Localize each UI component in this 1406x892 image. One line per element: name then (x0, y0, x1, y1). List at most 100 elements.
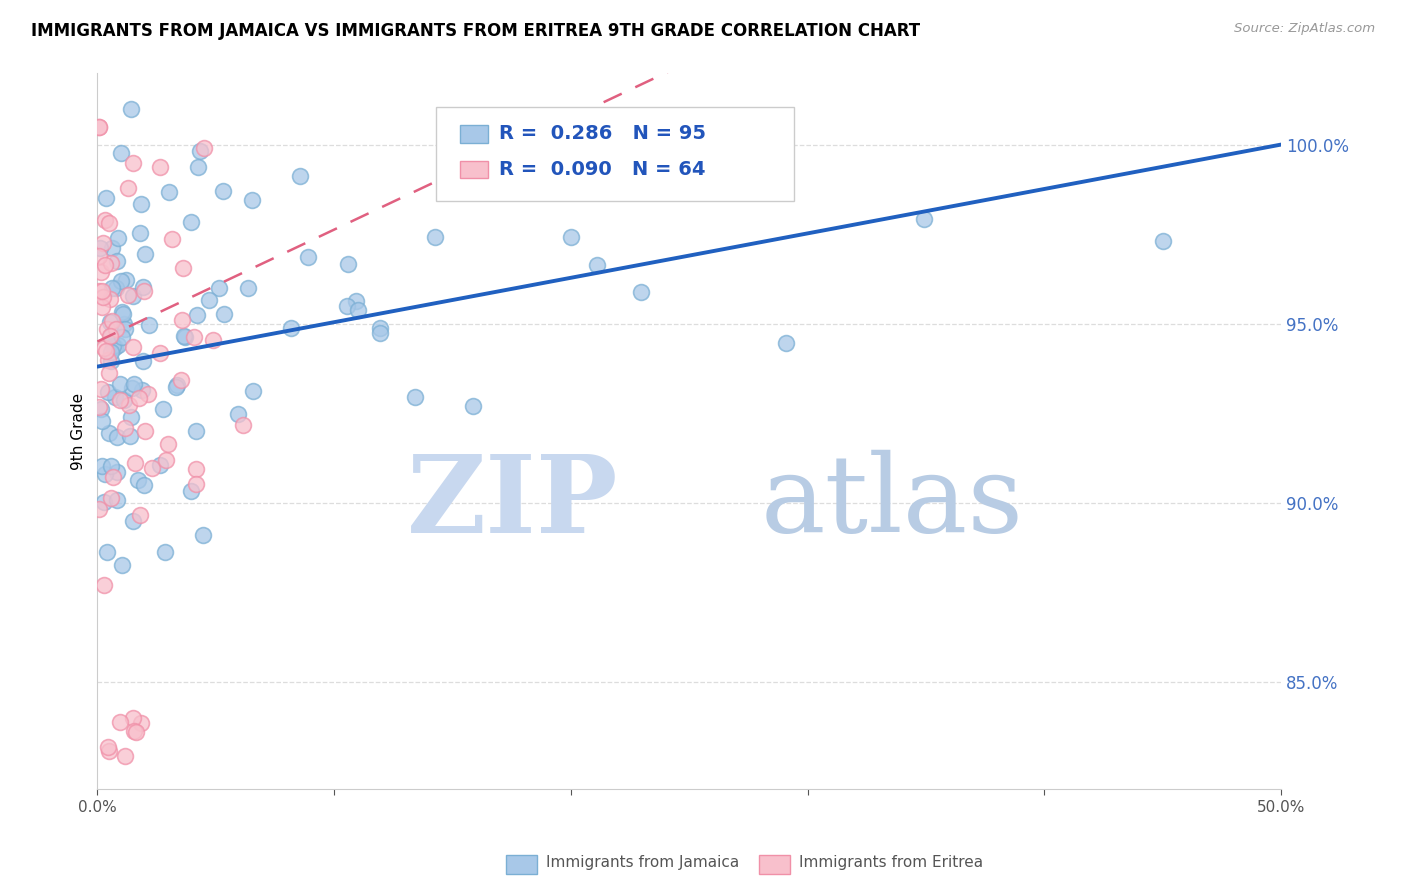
Point (98, 215, 121, 229)
Point (132, 478, 155, 492)
Point (127, 474, 149, 488)
Point (124, 376, 146, 391)
Point (170, 313, 193, 327)
Point (105, 429, 128, 443)
Point (98, 292, 121, 306)
Point (180, 215, 202, 229)
Point (93, 341, 115, 355)
Point (89, 120, 111, 135)
Point (93, 495, 115, 509)
Point (280, 321, 302, 335)
Point (105, 493, 128, 508)
Point (404, 390, 426, 404)
Point (110, 146, 132, 161)
Point (160, 231, 183, 245)
Point (120, 409, 142, 424)
Point (134, 284, 156, 298)
Point (122, 288, 145, 302)
Point (153, 545, 176, 559)
Point (155, 453, 177, 467)
Text: Source: ZipAtlas.com: Source: ZipAtlas.com (1234, 22, 1375, 36)
Point (180, 483, 202, 498)
Point (128, 226, 150, 240)
Point (117, 398, 139, 412)
Point (173, 329, 195, 343)
Point (187, 160, 209, 174)
Point (104, 340, 127, 354)
Point (89, 401, 111, 415)
Point (96, 344, 118, 359)
Point (120, 102, 142, 116)
Point (129, 196, 152, 211)
Point (104, 390, 127, 404)
Point (100, 329, 122, 343)
Point (148, 458, 170, 473)
Point (98, 744, 121, 758)
Point (96, 191, 118, 205)
Point (96, 322, 118, 336)
Point (124, 456, 146, 470)
Point (188, 144, 211, 158)
Point (100, 459, 122, 474)
Point (90, 265, 112, 279)
Point (1152, 234, 1174, 248)
Point (183, 329, 205, 343)
Point (91, 290, 114, 304)
Text: Immigrants from Jamaica: Immigrants from Jamaica (546, 855, 738, 870)
Point (134, 247, 156, 261)
Point (174, 330, 197, 344)
Point (107, 231, 129, 245)
Point (128, 392, 150, 406)
Text: ZIP: ZIP (406, 450, 619, 556)
Point (110, 305, 132, 319)
Point (122, 711, 145, 725)
Point (124, 724, 146, 739)
Point (132, 279, 155, 293)
Point (114, 421, 136, 435)
Text: Immigrants from Eritrea: Immigrants from Eritrea (799, 855, 983, 870)
Point (87, 120, 110, 134)
Point (370, 321, 392, 335)
Point (585, 258, 607, 272)
Point (120, 429, 142, 443)
Point (170, 373, 193, 387)
Point (186, 424, 208, 438)
Point (96, 544, 118, 558)
Point (90, 285, 112, 299)
Point (236, 281, 259, 295)
Point (100, 491, 122, 505)
Point (232, 417, 254, 432)
Point (107, 337, 129, 351)
Point (226, 407, 249, 421)
Point (101, 470, 124, 484)
Point (214, 307, 236, 321)
Point (141, 461, 163, 475)
Point (166, 378, 188, 392)
Point (125, 725, 148, 739)
Point (112, 392, 135, 407)
Text: R =  0.090   N = 64: R = 0.090 N = 64 (499, 160, 706, 179)
Point (129, 715, 152, 730)
Point (117, 180, 139, 194)
Point (101, 314, 124, 328)
Point (97, 352, 120, 367)
Point (122, 156, 145, 170)
Point (93, 578, 115, 592)
Point (101, 242, 124, 256)
Point (101, 280, 124, 294)
Point (97, 384, 120, 399)
Point (336, 257, 359, 271)
Point (912, 212, 935, 227)
Text: atlas: atlas (761, 450, 1024, 556)
Point (156, 437, 179, 451)
Point (93, 212, 115, 227)
Point (138, 318, 160, 332)
Point (134, 424, 156, 438)
Point (91, 300, 114, 314)
Point (121, 514, 143, 528)
Point (98, 314, 121, 328)
Point (297, 250, 319, 264)
Point (186, 461, 208, 475)
Point (100, 353, 122, 368)
Point (121, 381, 143, 395)
